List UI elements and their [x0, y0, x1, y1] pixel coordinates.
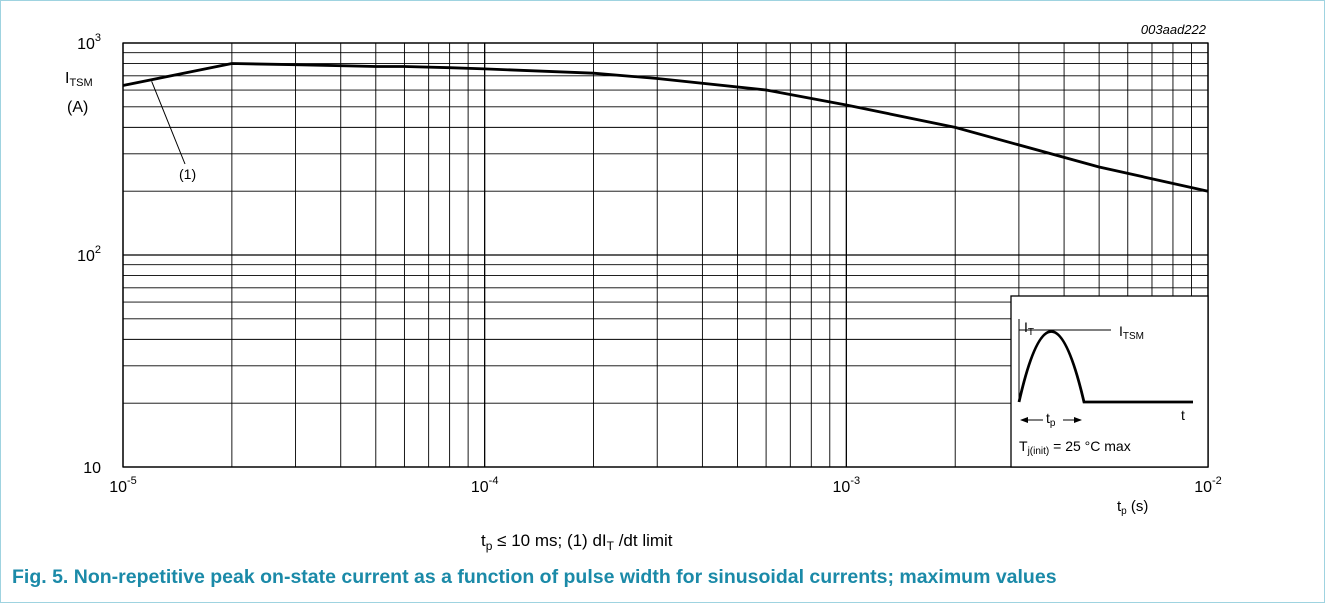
conditions-text: tp ≤ 10 ms; (1) dIT /dt limit: [481, 531, 673, 553]
annotation-label: (1): [179, 166, 196, 182]
y-tick-label: 103: [77, 32, 101, 53]
plot-area-border: [122, 42, 1209, 468]
inset-pulse-diagram: IT ITSM t tp Tj(init) = 25 °C max: [1010, 295, 1209, 468]
inset-width-label: tp: [1046, 410, 1056, 429]
figure-id: 003aad222: [1141, 22, 1207, 37]
inset-pulse-waveform: [1017, 330, 1193, 404]
inset-width-label-bg: [1043, 408, 1063, 430]
tick-labels: 10-5 10-4 10-3 10-2 10 102 103: [77, 32, 1222, 496]
x-tick-label: 10-4: [471, 475, 499, 496]
x-tick-label: 10-5: [109, 475, 137, 496]
x-axis-label: tp (s): [1117, 498, 1148, 517]
series-line: [122, 62, 1209, 193]
inset-peak-label: ITSM: [1119, 323, 1144, 342]
y-tick-label: 102: [77, 244, 101, 265]
inset-border: [1010, 295, 1209, 468]
annotation-leader-line: [151, 81, 186, 165]
x-tick-label: 10-2: [1194, 475, 1222, 496]
y-axis-unit: (A): [67, 99, 88, 116]
x-tick-label: 10-3: [833, 475, 861, 496]
inset-condition: Tj(init) = 25 °C max: [1019, 438, 1131, 457]
figure-caption: Fig. 5. Non-repetitive peak on-state cur…: [12, 566, 1057, 588]
inset-y-label: IT: [1024, 319, 1034, 338]
y-tick-label: 10: [83, 460, 101, 477]
y-axis-label: ITSM: [65, 70, 93, 89]
inset-x-label: t: [1181, 407, 1185, 423]
inset-arrow-left-icon: [1020, 417, 1028, 423]
inset-arrow-right-icon: [1074, 417, 1082, 423]
